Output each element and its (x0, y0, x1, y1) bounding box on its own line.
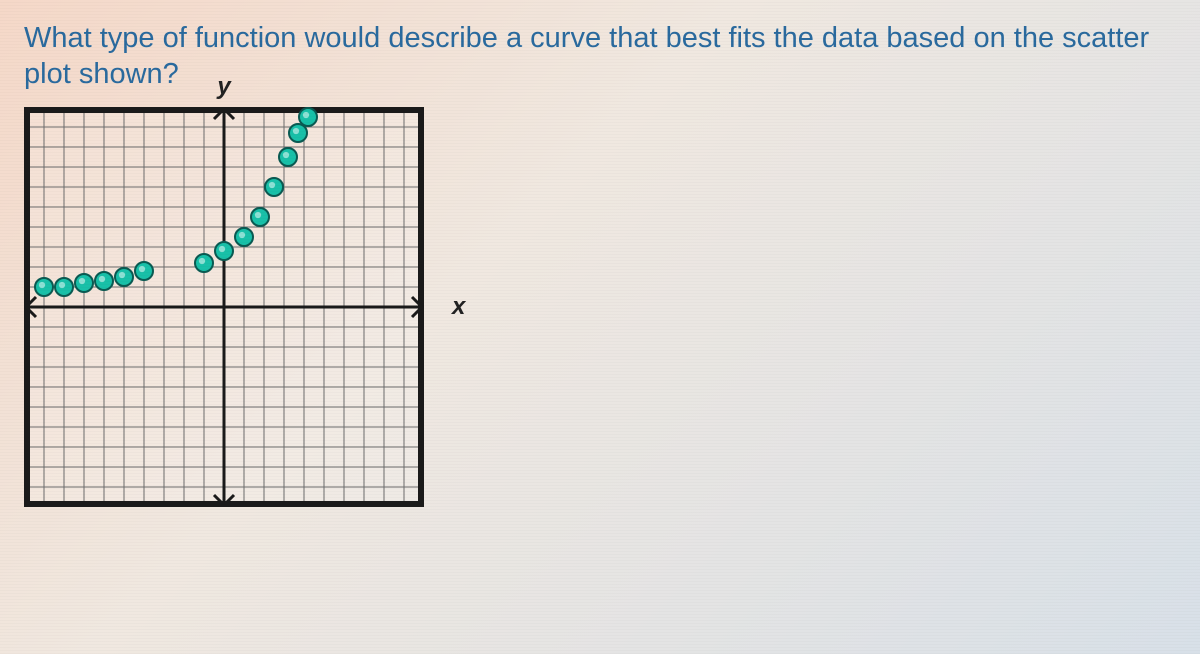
data-point (299, 108, 317, 126)
data-point (35, 278, 53, 296)
data-point (279, 148, 297, 166)
data-point (215, 242, 233, 260)
chart-zone: y x (24, 107, 1176, 507)
question-text: What type of function would describe a c… (24, 20, 1154, 93)
data-point (75, 274, 93, 292)
data-point (135, 262, 153, 280)
data-point (115, 268, 133, 286)
data-point (95, 272, 113, 290)
data-point (55, 278, 73, 296)
data-point (195, 254, 213, 272)
data-point (235, 228, 253, 246)
data-point (251, 208, 269, 226)
x-axis-label: x (452, 293, 465, 321)
scatter-plot (24, 107, 424, 507)
data-point (289, 124, 307, 142)
scatter-plot-container: y x (24, 107, 424, 507)
data-point (265, 178, 283, 196)
y-axis-label: y (217, 73, 230, 101)
